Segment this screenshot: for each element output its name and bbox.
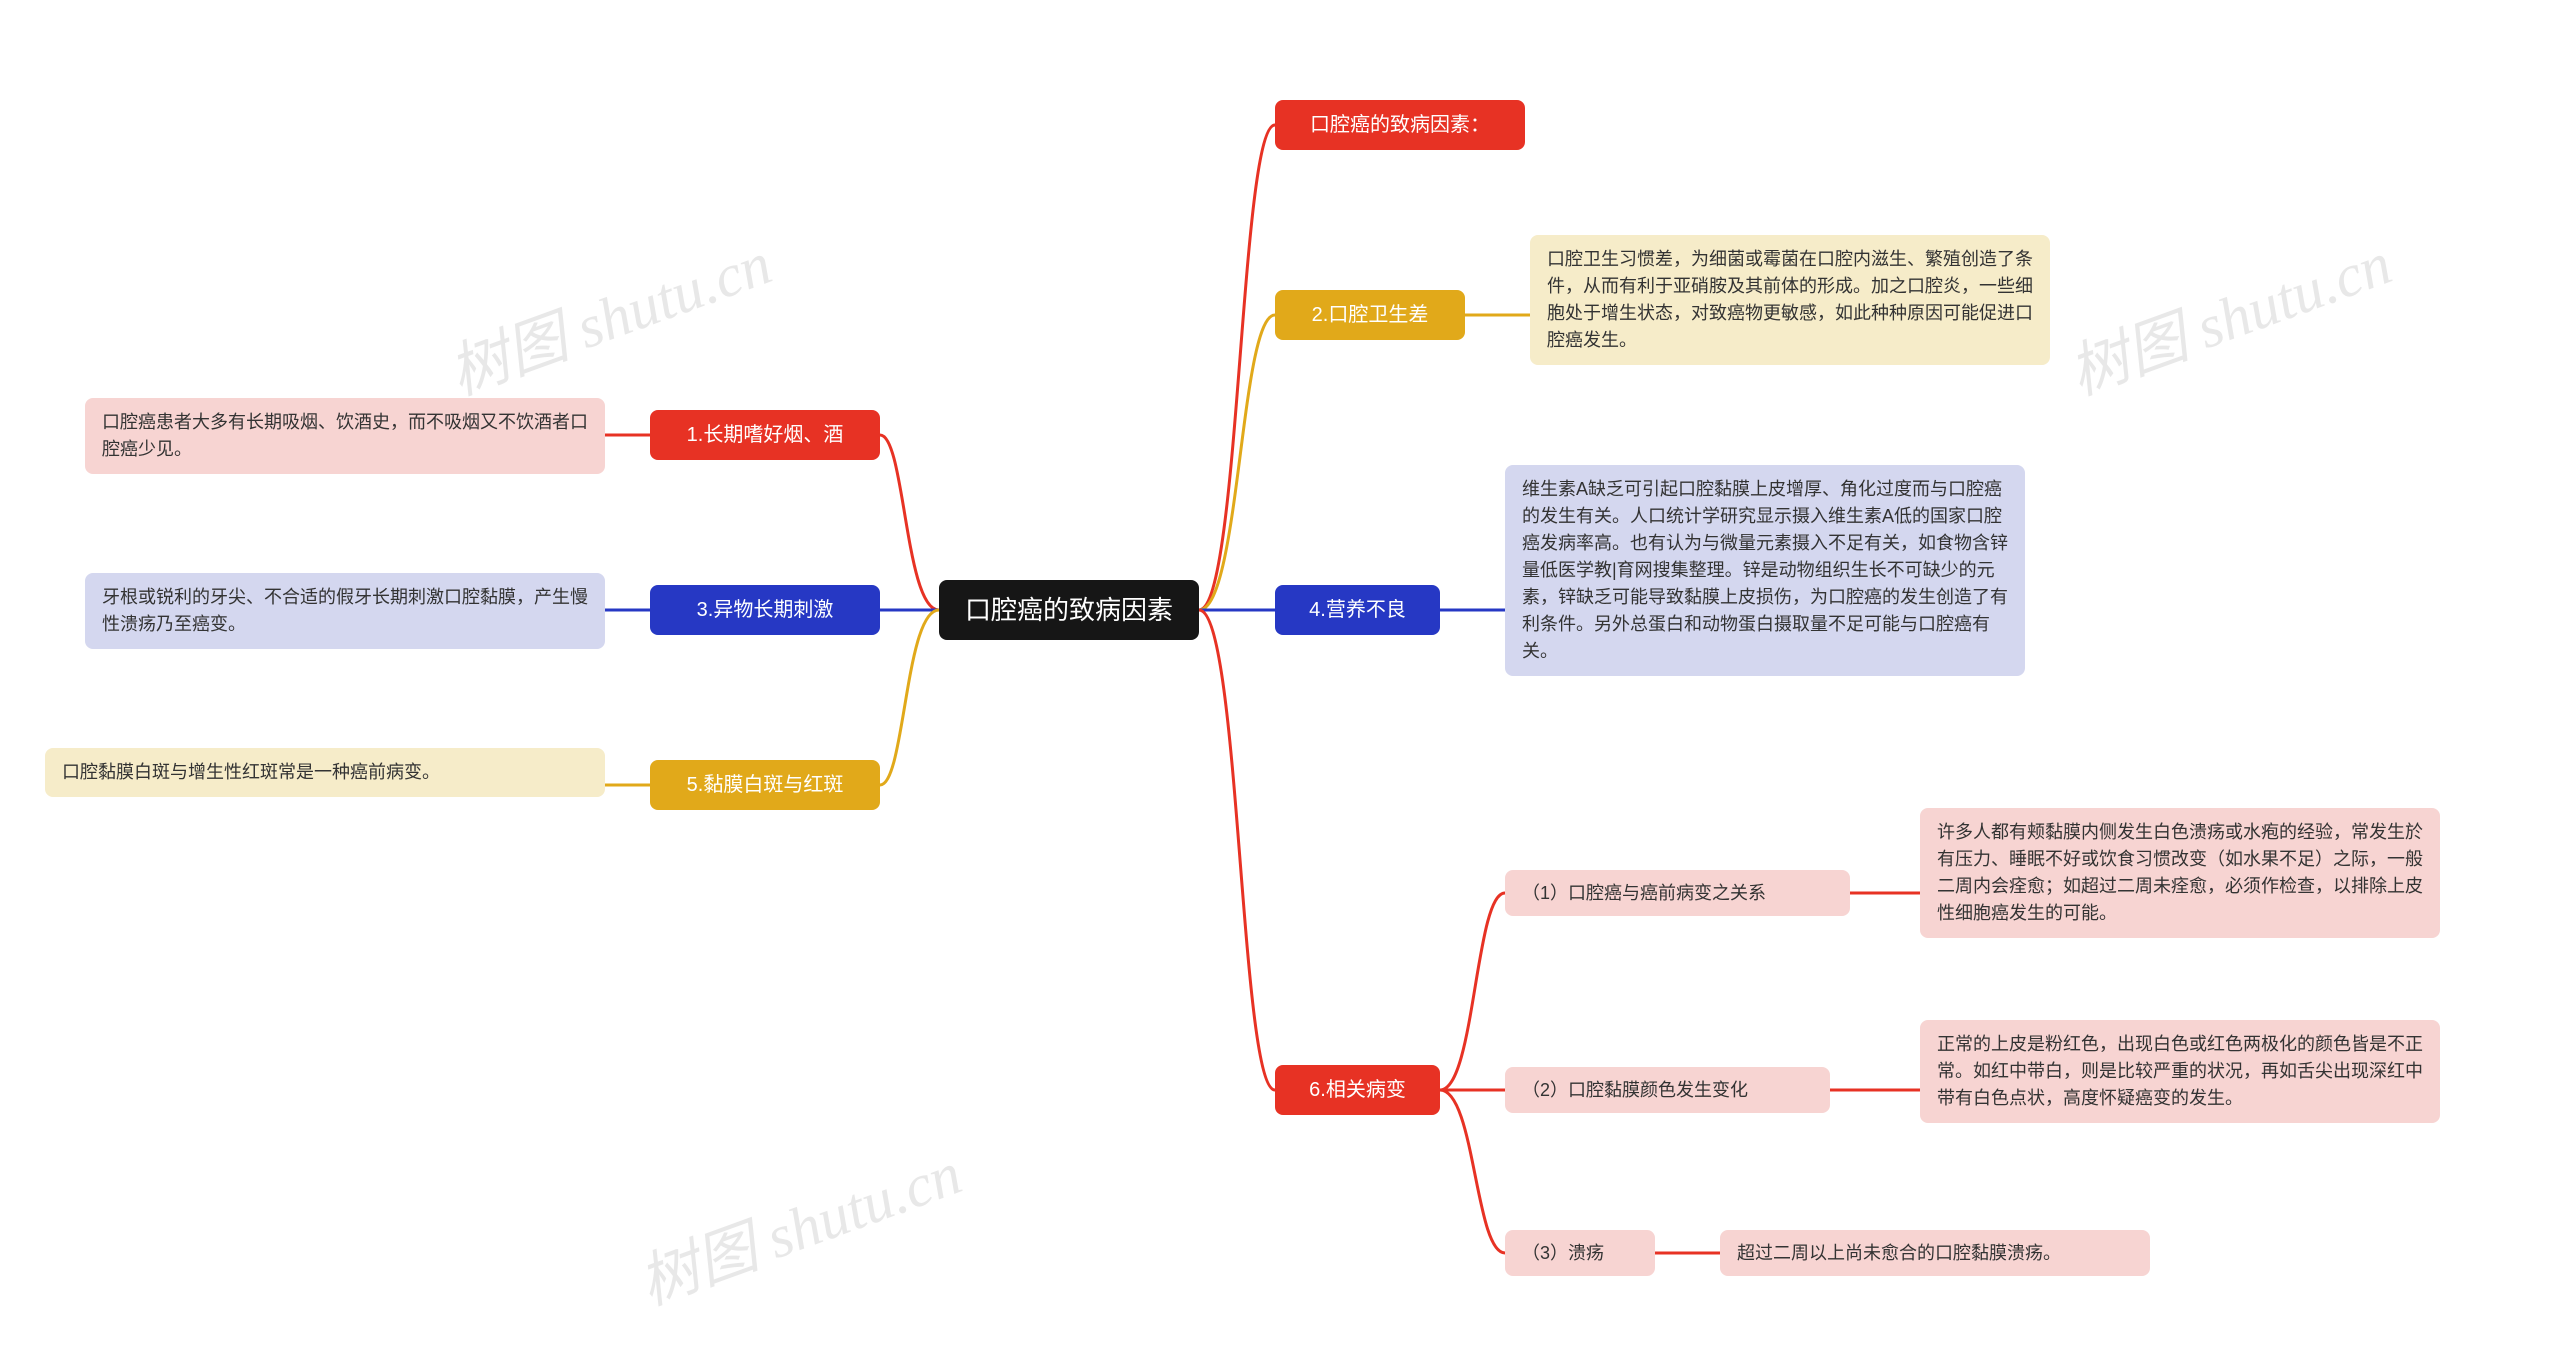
- branch-r6-c2[interactable]: （2）口腔黏膜颜色发生变化: [1505, 1067, 1830, 1113]
- branch-r0[interactable]: 口腔癌的致病因素：: [1275, 100, 1525, 150]
- branch-l3[interactable]: 3.异物长期刺激: [650, 585, 880, 635]
- leaf-r6-c3: 超过二周以上尚未愈合的口腔黏膜溃疡。: [1720, 1230, 2150, 1276]
- branch-r6-c1[interactable]: （1）口腔癌与癌前病变之关系: [1505, 870, 1850, 916]
- watermark: 树图 shutu.cn: [435, 215, 781, 412]
- leaf-r6-c2: 正常的上皮是粉红色，出现白色或红色两极化的颜色皆是不正常。如红中带白，则是比较严…: [1920, 1020, 2440, 1123]
- center-node[interactable]: 口腔癌的致病因素: [939, 580, 1199, 640]
- branch-r2[interactable]: 2.口腔卫生差: [1275, 290, 1465, 340]
- watermark: 树图 shutu.cn: [625, 1125, 971, 1322]
- leaf-l5: 口腔黏膜白斑与增生性红斑常是一种癌前病变。: [45, 748, 605, 797]
- leaf-r4: 维生素A缺乏可引起口腔黏膜上皮增厚、角化过度而与口腔癌的发生有关。人口统计学研究…: [1505, 465, 2025, 676]
- branch-r4[interactable]: 4.营养不良: [1275, 585, 1440, 635]
- leaf-r6-c1: 许多人都有颊黏膜内侧发生白色溃疡或水疱的经验，常发生於有压力、睡眠不好或饮食习惯…: [1920, 808, 2440, 938]
- branch-r6[interactable]: 6.相关病变: [1275, 1065, 1440, 1115]
- branch-l5[interactable]: 5.黏膜白斑与红斑: [650, 760, 880, 810]
- connectors: [0, 0, 2560, 1369]
- branch-r6-c3[interactable]: （3）溃疡: [1505, 1230, 1655, 1276]
- watermark: 树图 shutu.cn: [2055, 215, 2401, 412]
- leaf-l1: 口腔癌患者大多有长期吸烟、饮酒史，而不吸烟又不饮酒者口腔癌少见。: [85, 398, 605, 474]
- leaf-l3: 牙根或锐利的牙尖、不合适的假牙长期刺激口腔黏膜，产生慢性溃疡乃至癌变。: [85, 573, 605, 649]
- branch-l1[interactable]: 1.长期嗜好烟、酒: [650, 410, 880, 460]
- leaf-r2: 口腔卫生习惯差，为细菌或霉菌在口腔内滋生、繁殖创造了条件，从而有利于亚硝胺及其前…: [1530, 235, 2050, 365]
